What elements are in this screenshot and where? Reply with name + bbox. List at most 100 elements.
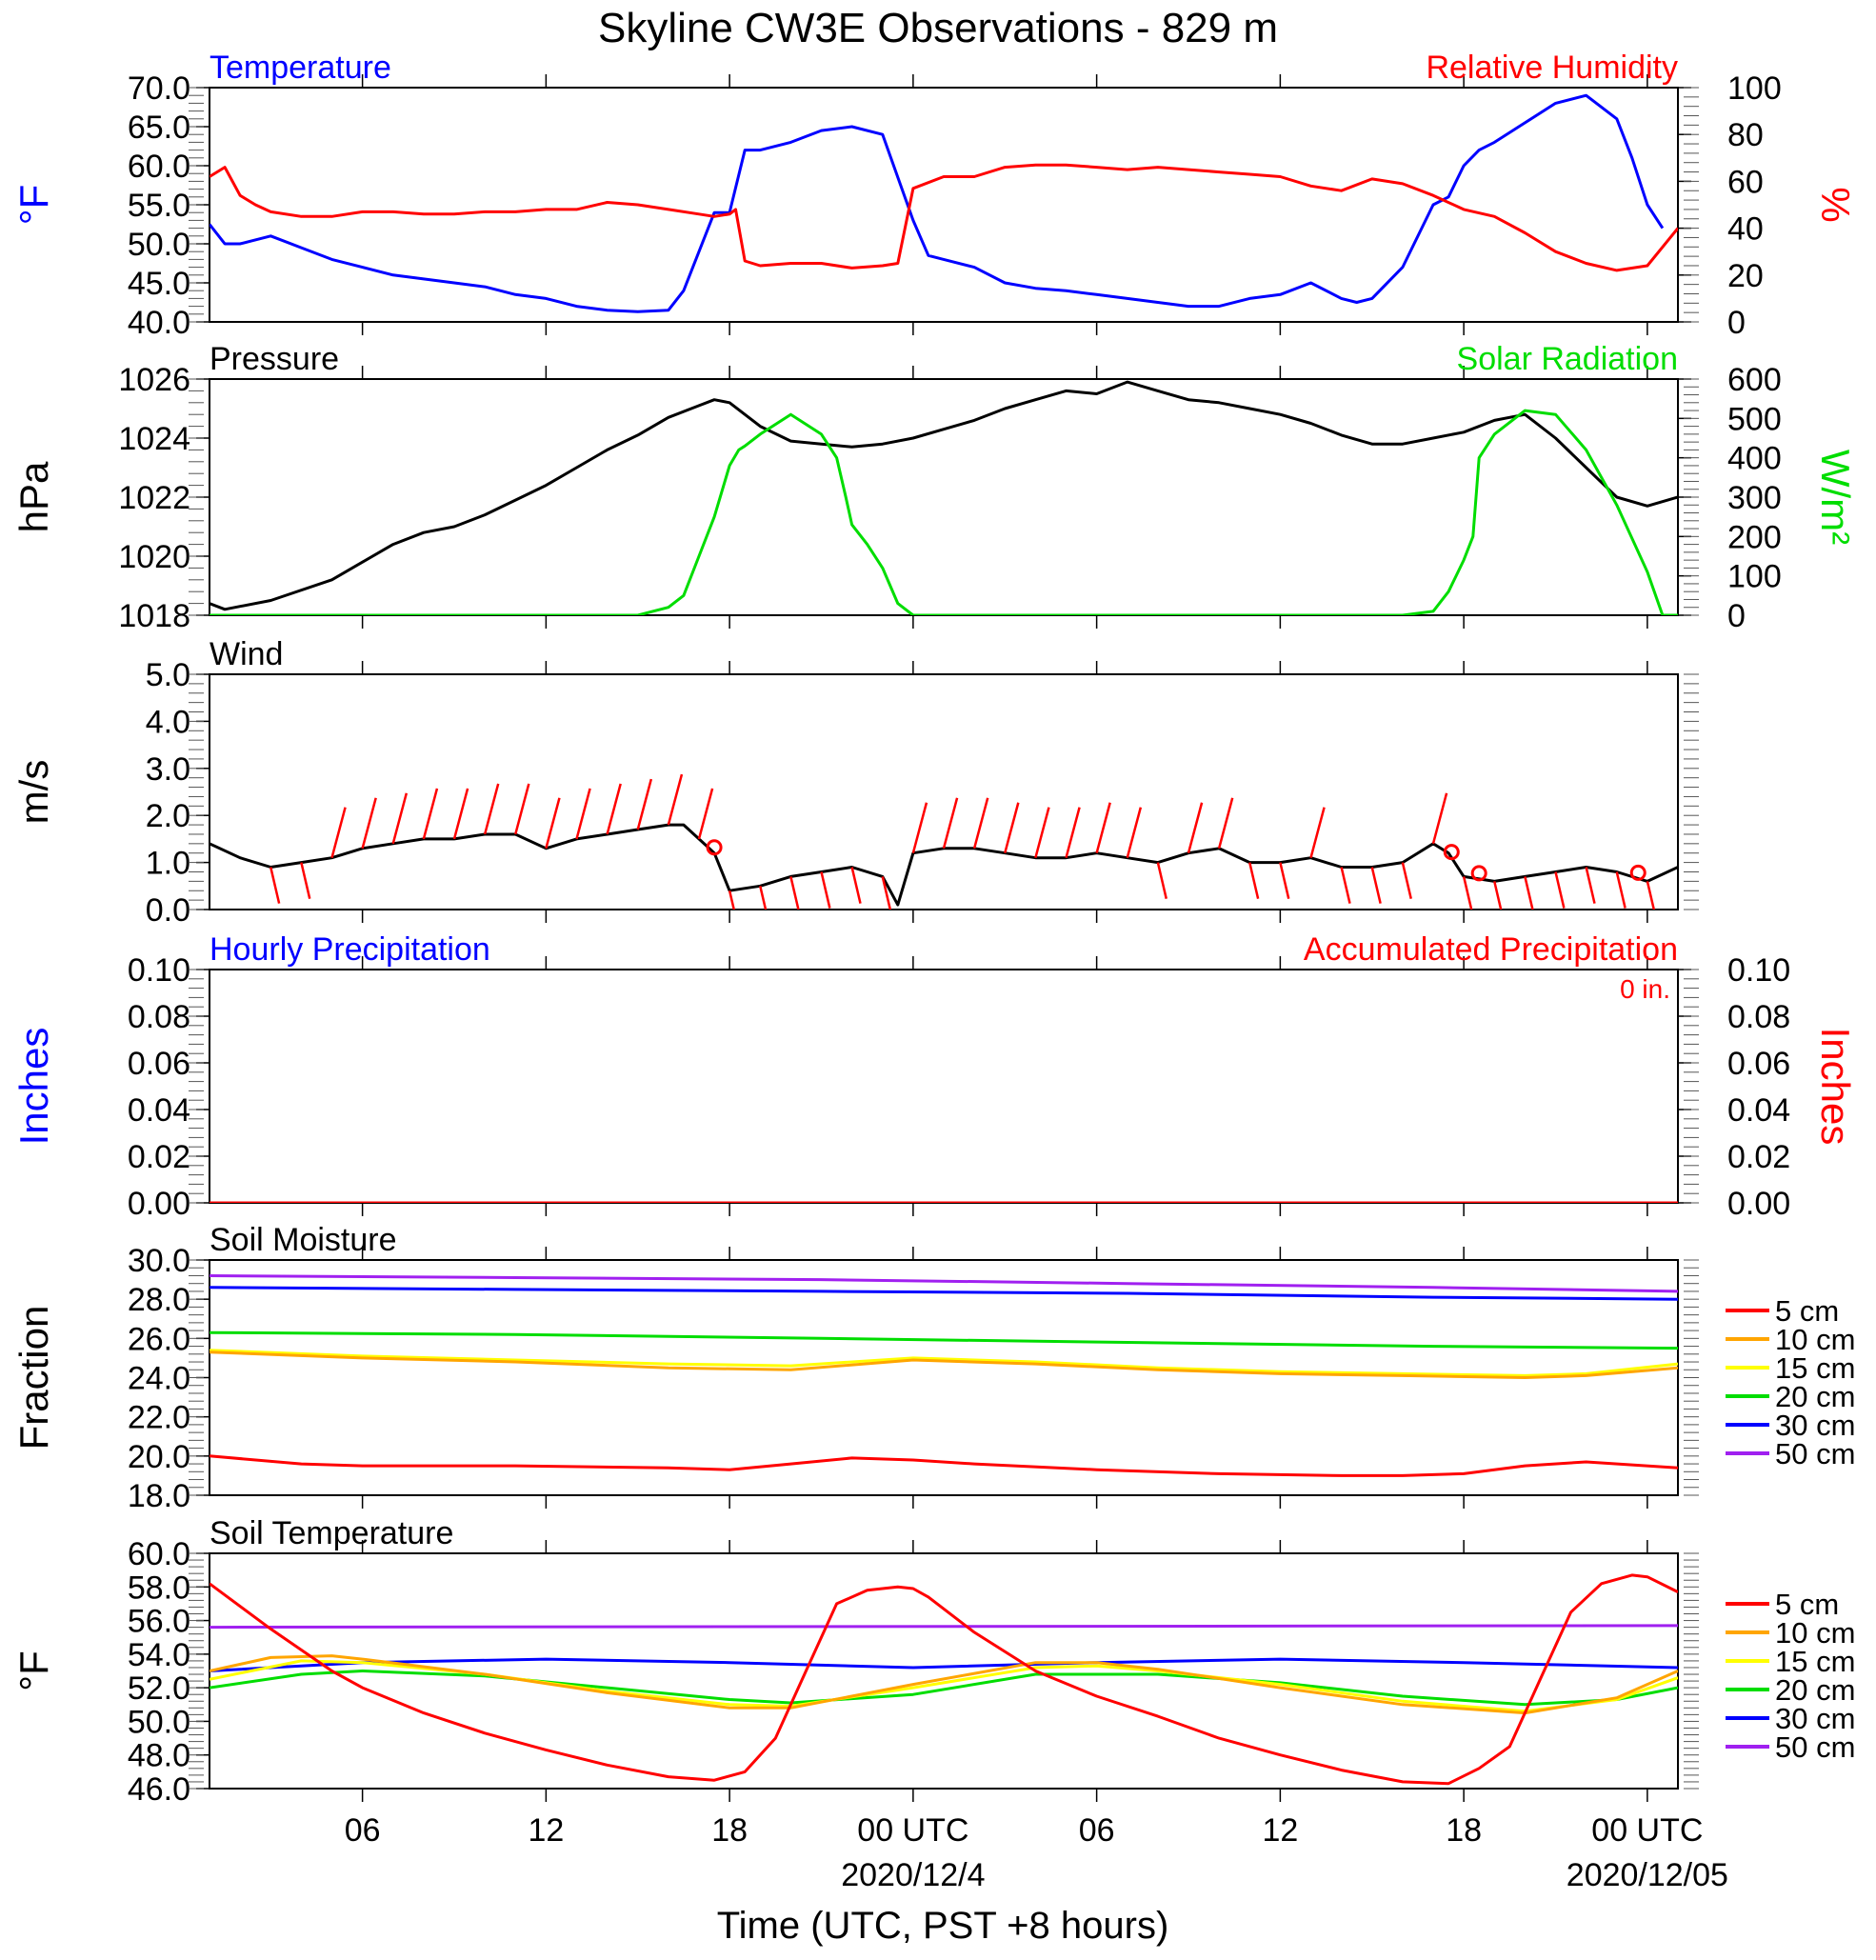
y-tick-label: 22.0	[128, 1400, 190, 1436]
wind-barb	[789, 876, 800, 910]
y-tick-label: 100	[1727, 70, 1782, 107]
series-line-3	[210, 1670, 1678, 1707]
y-tick-label: 100	[1727, 559, 1782, 595]
y-tick-label: 50.0	[128, 227, 190, 263]
y-tick-label: 200	[1727, 519, 1782, 555]
y-tick-label: 1022	[118, 480, 190, 516]
y-tick-label: 5.0	[146, 657, 190, 693]
y-tick-label: 500	[1727, 401, 1782, 437]
wind-barb	[1462, 876, 1473, 910]
wind-barb	[391, 792, 409, 845]
series-group	[210, 773, 1678, 910]
wind-barb	[942, 797, 959, 850]
wind-barb	[850, 867, 862, 904]
panel-3: 0.0 1.0 2.0 3.0 4.0 5.0 Wind m/s	[11, 636, 1699, 929]
wind-barb	[636, 778, 653, 830]
y-axis-label-right: Inches	[1813, 1028, 1858, 1146]
panel-right-title: Relative Humidity	[1426, 50, 1678, 86]
wind-barb	[911, 802, 928, 854]
legend-label: 10 cm	[1775, 1616, 1855, 1650]
panel-left-title: Wind	[210, 636, 283, 672]
y-axis-label-right: W/m²	[1813, 450, 1858, 545]
y-tick-label: 0.00	[128, 1186, 190, 1222]
wind-barb	[422, 788, 439, 840]
series-line-1	[210, 1624, 1678, 1630]
y-tick-label: 26.0	[128, 1321, 190, 1357]
y-axis-label-left: Fraction	[11, 1306, 56, 1450]
panel-left-title: Soil Temperature	[210, 1515, 453, 1551]
series-line-3	[210, 1330, 1678, 1350]
wind-barb	[1615, 871, 1627, 909]
y-tick-label: 65.0	[128, 110, 190, 146]
y-tick-label: 1.0	[146, 846, 190, 882]
y-tick-label: 48.0	[128, 1738, 190, 1774]
y-tick-label: 2.0	[146, 798, 190, 834]
wind-barb	[1004, 802, 1020, 854]
wind-barb	[820, 871, 831, 909]
calm-wind-circle	[706, 839, 723, 856]
wind-barb	[300, 862, 311, 899]
calm-wind-circle	[1443, 844, 1460, 861]
legend-label: 50 cm	[1775, 1730, 1855, 1764]
y-tick-label: 0.04	[128, 1092, 190, 1129]
y-tick-label: 20.0	[128, 1439, 190, 1475]
series-line-1	[210, 93, 1665, 313]
y-tick-label: 46.0	[128, 1771, 190, 1808]
panel-frame	[209, 673, 1679, 910]
accumulated-total-label: 0 in.	[1620, 974, 1670, 1004]
wind-barb	[452, 788, 469, 840]
wind-barb	[1524, 876, 1534, 910]
y-tick-label: 60	[1727, 164, 1764, 200]
y-tick-label: 0.08	[128, 999, 190, 1035]
series-line-5	[210, 1350, 1678, 1379]
legend-label: 10 cm	[1775, 1323, 1855, 1356]
wind-barb	[330, 807, 347, 858]
y-axis-label-left: °F	[11, 185, 56, 225]
x-axis: 06 12 18 00 UTC 06 12 18 00 UTC 2020/12/4 2020/12…	[345, 1812, 1728, 1893]
x-tick-label: 18	[1446, 1812, 1482, 1849]
wind-barb	[514, 783, 530, 835]
panels: 40.045.050.055.060.065.070.0020406080100…	[11, 50, 1858, 1893]
series-group	[210, 380, 1678, 615]
y-tick-label: 1020	[118, 539, 190, 575]
panel-5: 18.020.022.024.0 26.028.030.0 Soil Moistur…	[11, 1222, 1855, 1514]
y-tick-label: 54.0	[128, 1637, 190, 1673]
wind-barb	[881, 876, 892, 910]
wind-barb	[1585, 867, 1596, 904]
panel-right-title: Accumulated Precipitation	[1304, 931, 1678, 968]
wind-barb	[759, 886, 768, 910]
wind-barb	[1554, 871, 1566, 909]
series-line-6	[210, 1573, 1678, 1786]
date-label: 2020/12/4	[841, 1857, 985, 1893]
legend-label: 20 cm	[1775, 1673, 1855, 1707]
y-tick-label: 0.0	[146, 892, 190, 929]
x-tick-label: 00 UTC	[1591, 1812, 1703, 1849]
wind-barb	[1156, 862, 1168, 899]
y-tick-label: 55.0	[128, 188, 190, 224]
wind-barb	[1034, 807, 1050, 858]
y-tick-label: 1026	[118, 362, 190, 398]
y-tick-label: 400	[1727, 441, 1782, 477]
series-line-6	[210, 1454, 1678, 1477]
y-tick-label: 0.02	[1727, 1139, 1790, 1175]
wind-barb	[1431, 792, 1448, 845]
y-tick-label: 0.02	[128, 1139, 190, 1175]
legend-label: 15 cm	[1775, 1645, 1855, 1678]
y-tick-label: 58.0	[128, 1570, 190, 1606]
wind-barb	[269, 867, 281, 904]
legend-label: 15 cm	[1775, 1351, 1855, 1385]
x-tick-label: 18	[711, 1812, 748, 1849]
wind-barb	[1095, 802, 1111, 854]
y-tick-label: 20	[1727, 258, 1764, 294]
wind-barb	[972, 797, 989, 850]
x-axis-label: Time (UTC, PST +8 hours)	[717, 1905, 1169, 1947]
y-tick-label: 0.06	[1727, 1046, 1790, 1082]
wind-barb	[545, 797, 561, 850]
legend-label: 5 cm	[1775, 1294, 1839, 1328]
y-tick-label: 0.08	[1727, 999, 1790, 1035]
y-tick-label: 0.00	[1727, 1186, 1790, 1222]
chart-title: Skyline CW3E Observations - 829 m	[598, 5, 1278, 51]
y-tick-label: 1024	[118, 421, 190, 457]
